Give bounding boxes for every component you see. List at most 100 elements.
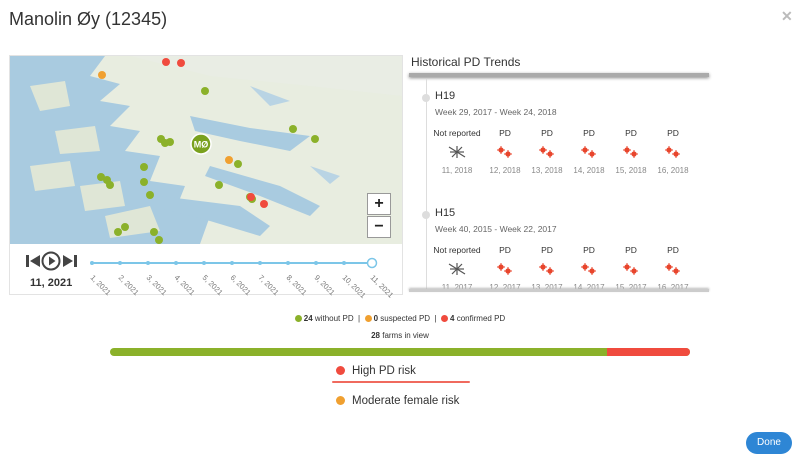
timeline-tick[interactable] [146, 261, 150, 265]
farm-marker-without[interactable] [140, 163, 148, 171]
trend-group-weeks: Week 29, 2017 - Week 24, 2018 [435, 107, 557, 117]
farm-marker-without[interactable] [114, 228, 122, 236]
without-pd-count: 24 [303, 314, 313, 323]
pd-icon [621, 145, 641, 159]
farm-marker-without[interactable] [121, 223, 129, 231]
week-label: 13, 2018 [531, 166, 563, 175]
trends-timeline-line [426, 79, 427, 289]
play-icon[interactable] [41, 251, 61, 271]
week-status-label: PD [499, 245, 511, 255]
farm-marker-without[interactable] [234, 160, 242, 168]
timeline-tick[interactable] [258, 261, 262, 265]
farm-marker-without[interactable] [97, 173, 105, 181]
trend-group-name: H15 [435, 207, 456, 219]
farm-marker-without[interactable] [311, 135, 319, 143]
week-status-label: PD [583, 245, 595, 255]
timeline-tick[interactable] [118, 261, 122, 265]
week-label: 16, 2017 [657, 283, 689, 292]
timeline-slider[interactable] [88, 256, 388, 270]
trend-group-name: H19 [435, 90, 456, 102]
farm-marker-without[interactable] [146, 191, 154, 199]
moderate-risk-dot [336, 396, 345, 405]
timeline-tick-label: 3, 2021 [144, 273, 169, 298]
farm-marker-suspected[interactable] [225, 156, 233, 164]
current-farm-marker[interactable]: MØ [190, 133, 212, 155]
week-label: 12, 2018 [489, 166, 521, 175]
timeline-tick[interactable] [286, 261, 290, 265]
farm-marker-without[interactable] [140, 178, 148, 186]
timeline-tick-label: 7, 2021 [256, 273, 281, 298]
week-status-label: PD [625, 128, 637, 138]
farm-marker-without[interactable] [215, 181, 223, 189]
farm-marker-confirmed[interactable] [260, 200, 268, 208]
farm-marker-without[interactable] [161, 139, 169, 147]
historical-trends-panel: Historical PD Trends H19 Week 29, 2017 - … [409, 49, 709, 293]
farm-marker-without[interactable] [201, 87, 209, 95]
high-risk-dot [336, 366, 345, 375]
risk-high[interactable]: High PD risk [336, 365, 416, 377]
skip-forward-icon[interactable] [62, 253, 78, 269]
trend-group-weeks: Week 40, 2015 - Week 22, 2017 [435, 224, 557, 234]
week-label: 15, 2017 [615, 283, 647, 292]
timeline-tick-label: 11, 2021 [368, 273, 396, 300]
pd-icon [579, 145, 599, 159]
week-label: 14, 2018 [573, 166, 605, 175]
moderate-risk-label: Moderate female risk [352, 395, 460, 407]
week-status-label: PD [667, 128, 679, 138]
week-status-label: PD [541, 245, 553, 255]
timeline-tick-label: 4, 2021 [172, 273, 197, 298]
week-status-label: PD [541, 128, 553, 138]
close-icon[interactable]: ✕ [781, 8, 793, 24]
week-label: 14, 2017 [573, 283, 605, 292]
timeline: 11, 2021 1, 2021 2, 2021 3, 2021 4, 2021 5, … [10, 244, 402, 300]
farm-marker-without[interactable] [289, 125, 297, 133]
timeline-tick[interactable] [174, 261, 178, 265]
pd-icon [579, 262, 599, 276]
timeline-node [422, 94, 430, 102]
farm-marker-confirmed[interactable] [177, 59, 185, 67]
without-pd-label: without PD [314, 314, 354, 323]
timeline-tick-label: 10, 2021 [340, 273, 368, 301]
pd-icon [495, 145, 515, 159]
not-reported-icon [447, 145, 467, 159]
trends-bottom-shadow [409, 289, 709, 292]
farm-marker-without[interactable] [155, 236, 163, 244]
farm-legend: 24 without PD | 0 suspected PD | 4 confi… [0, 314, 800, 323]
week-status-label: Not reported [433, 128, 481, 138]
farm-marker-without[interactable] [150, 228, 158, 236]
suspected-pd-label: suspected PD [380, 314, 431, 323]
timeline-tick[interactable] [202, 261, 206, 265]
pd-icon [537, 145, 557, 159]
zoom-in-button[interactable]: + [367, 193, 391, 215]
timeline-tick[interactable] [90, 261, 94, 265]
timeline-tick-label: 8, 2021 [284, 273, 309, 298]
timeline-node [422, 211, 430, 219]
current-farm-label: MØ [194, 140, 209, 150]
skip-back-icon[interactable] [25, 253, 41, 269]
farm-marker-without[interactable] [106, 181, 114, 189]
timeline-tick[interactable] [314, 261, 318, 265]
high-risk-label: High PD risk [352, 365, 416, 377]
farms-count: 28 [371, 331, 380, 340]
farm-marker-confirmed[interactable] [162, 58, 170, 66]
zoom-out-button[interactable]: − [367, 216, 391, 238]
done-button[interactable]: Done [746, 432, 792, 454]
farm-marker-confirmed[interactable] [247, 193, 255, 201]
timeline-tick[interactable] [342, 261, 346, 265]
timeline-tick[interactable] [230, 261, 234, 265]
week-label: 12, 2017 [489, 283, 521, 292]
pd-icon [663, 145, 683, 159]
farm-marker-suspected[interactable] [98, 71, 106, 79]
week-label: 16, 2018 [657, 166, 689, 175]
confirmed-pd-dot [441, 315, 449, 323]
not-reported-icon [447, 262, 467, 276]
map[interactable]: MØ + − [10, 56, 402, 244]
timeline-tick[interactable] [366, 257, 378, 269]
pd-icon [621, 262, 641, 276]
week-status-label: PD [667, 245, 679, 255]
risk-moderate[interactable]: Moderate female risk [336, 395, 459, 407]
farms-in-view: 28 farms in view [0, 331, 800, 340]
pd-icon [537, 262, 557, 276]
confirmed-pd-count: 4 [450, 314, 455, 323]
week-status-label: PD [499, 128, 511, 138]
